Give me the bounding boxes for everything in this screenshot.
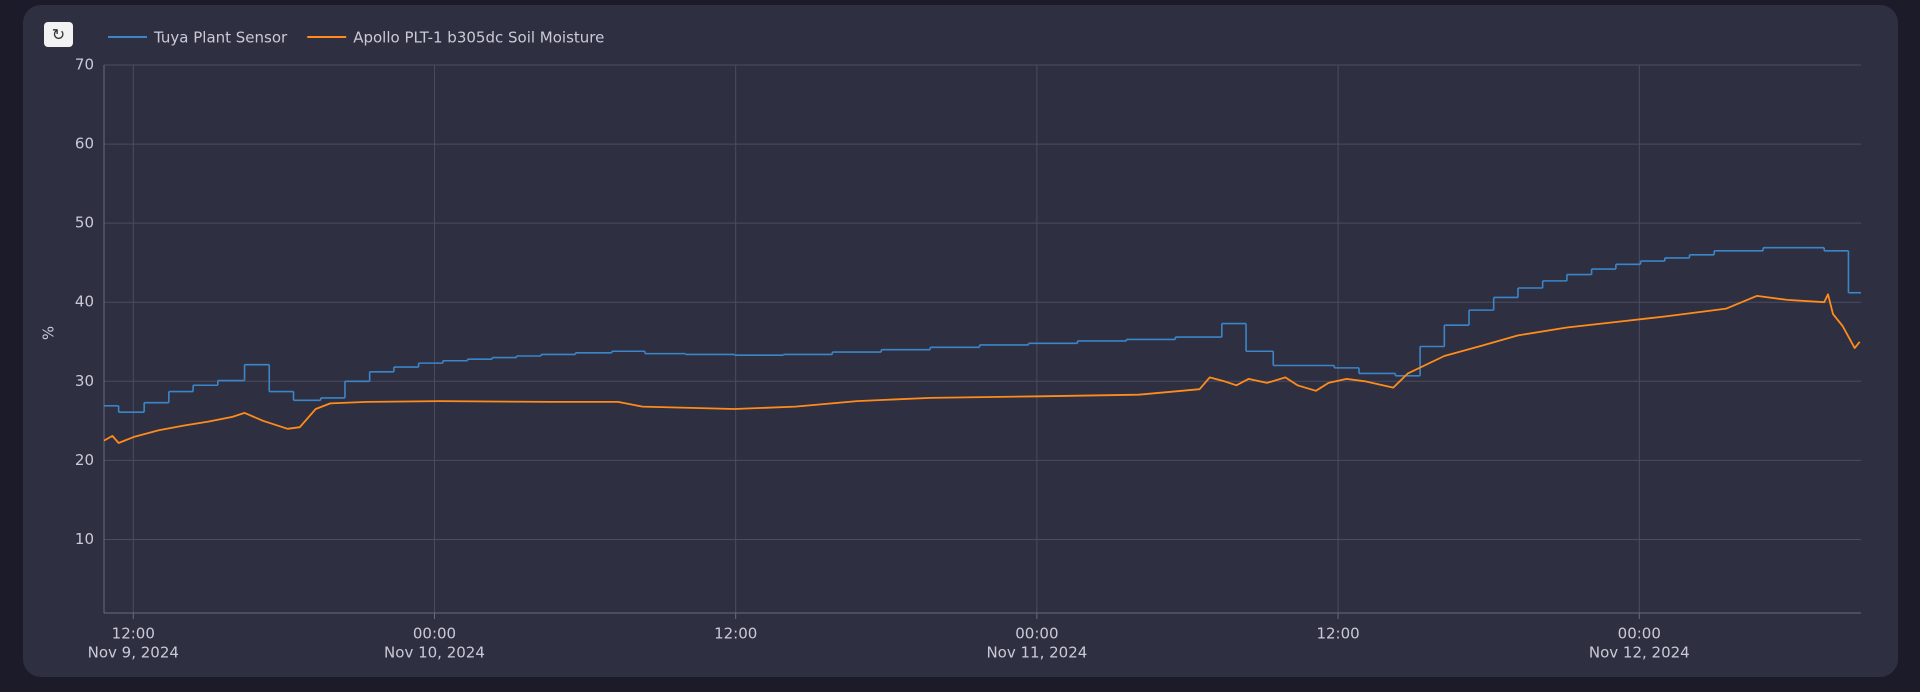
y-tick-label: 70 — [75, 56, 94, 74]
y-tick-label: 20 — [75, 451, 94, 469]
y-tick-label: 50 — [75, 214, 94, 232]
legend-label: Tuya Plant Sensor — [153, 29, 288, 47]
y-tick-label: 10 — [75, 530, 94, 548]
x-tick-label: Nov 12, 2024 — [1589, 644, 1690, 662]
x-tick-label: Nov 10, 2024 — [384, 644, 485, 662]
y-axis-label: % — [40, 326, 58, 340]
x-tick-label: 12:00 — [112, 625, 155, 643]
y-tick-label: 60 — [75, 135, 94, 153]
x-tick-label: 00:00 — [413, 625, 456, 643]
series-line — [103, 293, 1861, 444]
x-tick-label: Nov 9, 2024 — [88, 644, 179, 662]
x-tick-label: 12:00 — [1316, 625, 1359, 643]
y-tick-label: 40 — [75, 293, 94, 311]
x-tick-label: 12:00 — [714, 625, 757, 643]
legend-label: Apollo PLT-1 b305dc Soil Moisture — [353, 29, 604, 47]
x-tick-label: 00:00 — [1618, 625, 1661, 643]
x-tick-label: 00:00 — [1015, 625, 1058, 643]
card — [23, 5, 1898, 677]
y-tick-label: 30 — [75, 372, 94, 390]
refresh-button[interactable]: ↻ — [44, 22, 73, 47]
x-tick-label: Nov 11, 2024 — [986, 644, 1087, 662]
